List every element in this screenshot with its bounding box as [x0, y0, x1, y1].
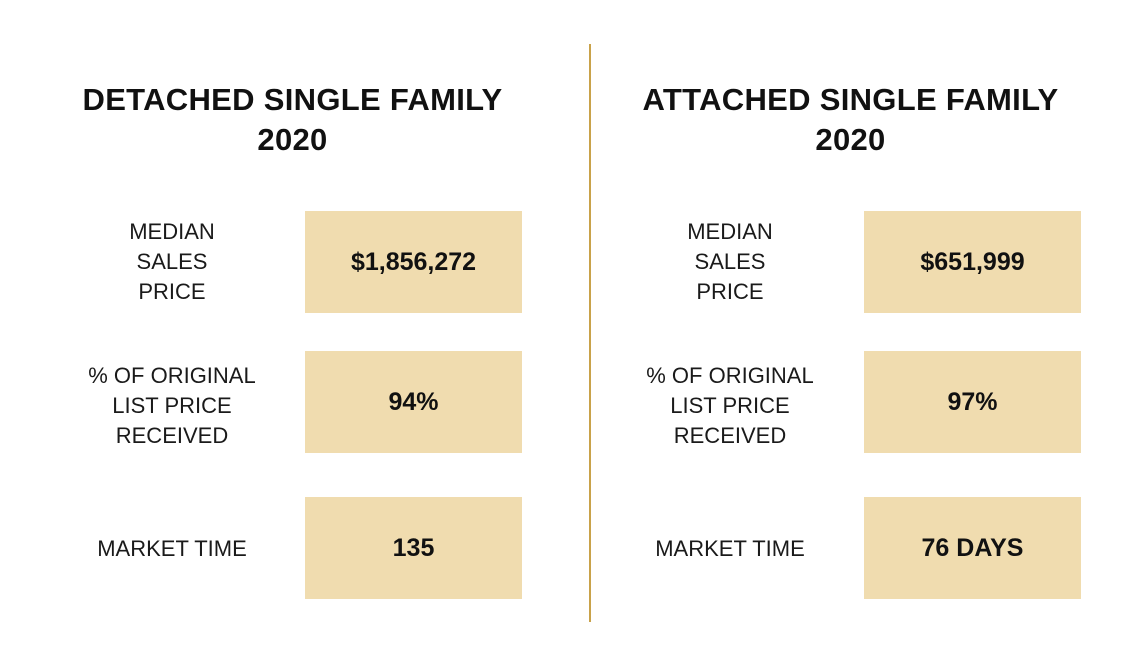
detached-title-line2: 2020 [257, 122, 328, 157]
stat-value: 94% [305, 351, 522, 453]
attached-title: ATTACHED SINGLE FAMILY 2020 [558, 80, 1143, 160]
stat-label: MARKET TIME [97, 536, 247, 561]
stat-label: % OF ORIGINAL LIST PRICE RECEIVED [646, 363, 814, 448]
panel-divider [589, 44, 591, 622]
stat-value: $651,999 [864, 211, 1081, 313]
stat-value: 97% [864, 351, 1081, 453]
stat-value: 135 [305, 497, 522, 599]
stat-value: $1,856,272 [305, 211, 522, 313]
detached-title: DETACHED SINGLE FAMILY 2020 [0, 80, 585, 160]
stat-label: MEDIAN SALES PRICE [687, 219, 773, 304]
detached-title-line1: DETACHED SINGLE FAMILY [82, 82, 503, 117]
stat-value: 76 DAYS [864, 497, 1081, 599]
stat-label: MARKET TIME [655, 536, 805, 561]
stat-label: MEDIAN SALES PRICE [129, 219, 215, 304]
stat-label: % OF ORIGINAL LIST PRICE RECEIVED [88, 363, 256, 448]
attached-title-line2: 2020 [815, 122, 886, 157]
attached-panel: ATTACHED SINGLE FAMILY 2020 MEDIAN SALES… [558, 0, 1118, 667]
attached-title-line1: ATTACHED SINGLE FAMILY [642, 82, 1059, 117]
detached-panel: DETACHED SINGLE FAMILY 2020 MEDIAN SALES… [0, 0, 560, 667]
